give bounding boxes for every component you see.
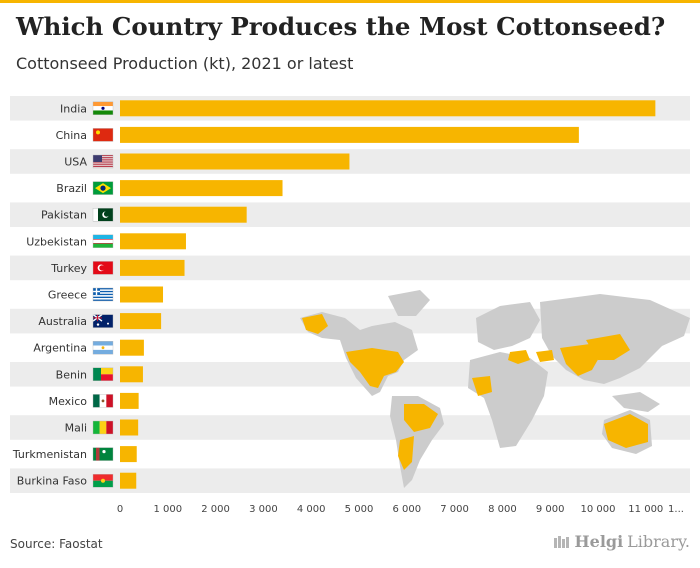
category-label: Uzbekistan — [26, 235, 87, 248]
map-highlight-region — [508, 350, 530, 364]
x-tick-label: 3 000 — [249, 504, 278, 515]
bar-greece — [120, 286, 164, 303]
top-accent-bar — [0, 0, 700, 3]
pakistan-flag-icon — [92, 207, 114, 222]
x-tick-label: 1... — [668, 504, 684, 515]
bars — [120, 100, 656, 489]
bar-india — [120, 100, 656, 117]
category-label: India — [60, 102, 87, 115]
x-axis-ticks: 0 1 000 2 000 3 000 4 000 5 000 6 000 7 000 8 00… — [117, 504, 684, 515]
bar-turkey — [120, 259, 185, 276]
map-highlight-region — [536, 350, 554, 362]
category-label: Greece — [48, 289, 87, 302]
chart-subtitle: Cottonseed Production (kt), 2021 or late… — [16, 54, 354, 73]
bar-usa — [120, 153, 350, 170]
x-tick-label: 2 000 — [201, 504, 230, 515]
argentina-flag-icon — [92, 341, 114, 355]
category-labels: India China USA Brazil Pakistan Uzbekistan Tur… — [12, 102, 88, 487]
x-tick-label: 7 000 — [440, 504, 469, 515]
map-highlight-region — [346, 348, 404, 388]
library-icon — [553, 535, 569, 548]
category-label: USA — [64, 156, 87, 169]
bar-burkina-faso — [120, 472, 137, 489]
map-landmass — [612, 392, 660, 412]
benin-flag-icon — [92, 367, 114, 381]
turkey-flag-icon — [92, 261, 114, 275]
x-tick-label: 9 000 — [536, 504, 565, 515]
uzbekistan-flag-icon — [92, 234, 114, 249]
brazil-flag-icon — [92, 181, 114, 195]
x-tick-label: 11 000 — [628, 504, 663, 515]
usa-flag-icon — [92, 154, 114, 169]
map-highlight-region — [302, 314, 328, 334]
category-label: China — [56, 129, 87, 142]
category-label: Turkey — [50, 262, 87, 275]
bar-australia — [120, 313, 162, 330]
china-flag-icon — [92, 128, 114, 142]
x-tick-label: 0 — [117, 504, 123, 515]
map-landmass — [388, 290, 430, 316]
burkina-faso-flag-icon — [92, 474, 114, 488]
bar-brazil — [120, 180, 283, 197]
map-landmass — [468, 352, 548, 448]
world-map-background — [300, 290, 690, 488]
category-label: Burkina Faso — [17, 475, 87, 488]
category-label: Australia — [38, 315, 87, 328]
x-tick-label: 8 000 — [488, 504, 517, 515]
greece-flag-icon — [92, 287, 114, 302]
bar-benin — [120, 366, 143, 383]
helgi-library-logo: Helgi Library. — [553, 532, 690, 551]
category-label: Mexico — [49, 395, 88, 408]
turkmenistan-flag-icon — [92, 447, 114, 461]
logo-suffix: Library. — [627, 532, 690, 551]
category-label: Brazil — [56, 182, 87, 195]
bar-mali — [120, 419, 139, 436]
category-label: Mali — [65, 422, 87, 435]
map-highlight-region — [560, 344, 600, 376]
map-landmass — [476, 302, 540, 350]
bar-uzbekistan — [120, 233, 186, 250]
category-label: Turkmenistan — [12, 448, 87, 461]
bar-turkmenistan — [120, 446, 137, 463]
bar-argentina — [120, 339, 144, 356]
x-tick-label: 6 000 — [392, 504, 421, 515]
india-flag-icon — [92, 101, 114, 116]
x-tick-label: 5 000 — [345, 504, 374, 515]
mexico-flag-icon — [92, 394, 114, 408]
chart-title: Which Country Produces the Most Cottonse… — [16, 12, 666, 41]
map-highlight-region — [472, 376, 492, 396]
map-highlight-region — [586, 334, 630, 360]
bar-pakistan — [120, 206, 247, 223]
map-highlight-region — [404, 404, 438, 432]
bar-china — [120, 126, 579, 143]
category-label: Pakistan — [41, 209, 87, 222]
logo-brand: Helgi — [574, 532, 624, 551]
source-note: Source: Faostat — [10, 537, 103, 551]
bar-mexico — [120, 392, 139, 409]
category-label: Benin — [56, 368, 87, 381]
x-tick-label: 10 000 — [581, 504, 616, 515]
map-highlight-region — [604, 414, 648, 448]
category-label: Argentina — [33, 342, 87, 355]
x-tick-label: 4 000 — [297, 504, 326, 515]
x-tick-label: 1 000 — [153, 504, 182, 515]
mali-flag-icon — [92, 420, 114, 435]
map-highlight-region — [398, 436, 414, 470]
flag-icons — [92, 101, 114, 488]
australia-flag-icon — [92, 314, 114, 328]
